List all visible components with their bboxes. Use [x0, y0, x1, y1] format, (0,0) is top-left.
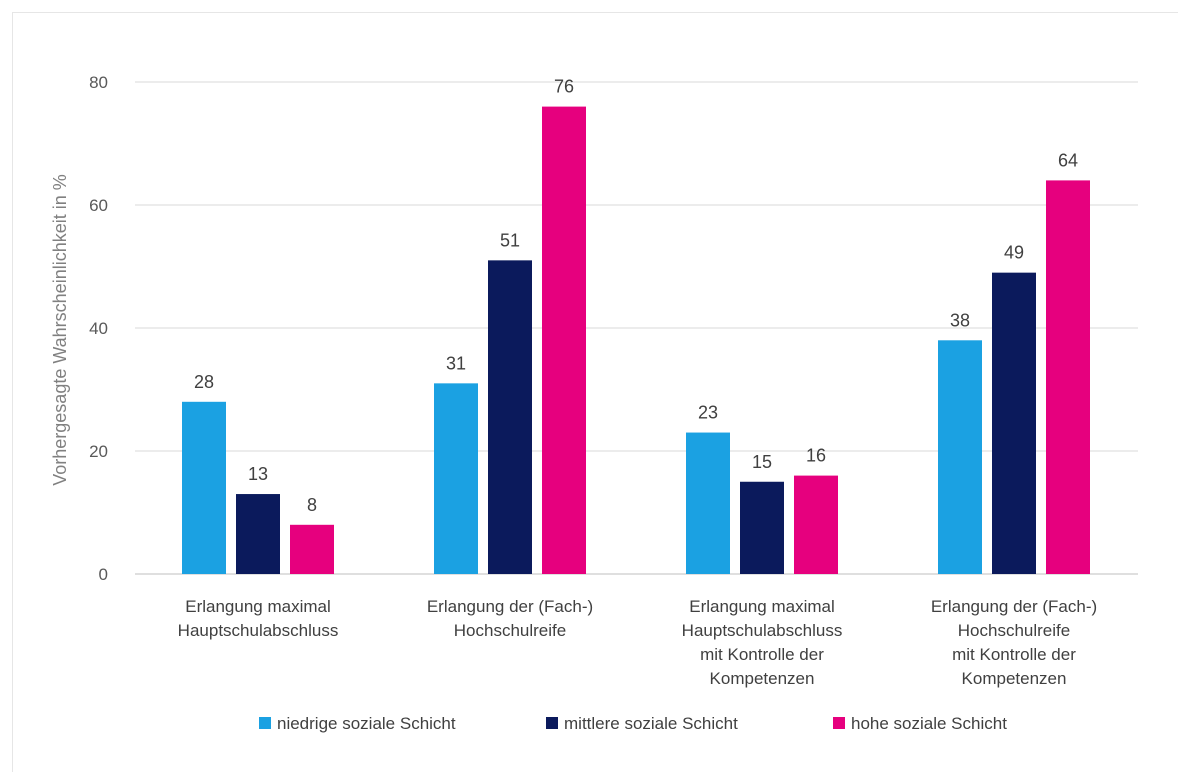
category-label-line: Kompetenzen [962, 669, 1067, 688]
y-axis-ticks: 0 20 40 60 80 [89, 73, 108, 584]
category-label: Erlangung maximal Hauptschulabschluss [178, 597, 339, 640]
category-label-line: Hauptschulabschluss [682, 621, 843, 640]
data-label: 49 [1004, 243, 1024, 263]
category-label-line: Hochschulreife [958, 621, 1070, 640]
category-label-line: Kompetenzen [710, 669, 815, 688]
data-label: 15 [752, 452, 772, 472]
data-labels: 28 31 23 38 13 51 15 49 8 76 16 64 [194, 77, 1078, 515]
data-label: 64 [1058, 150, 1078, 170]
x-axis-categories: Erlangung maximal HauptschulabschlussErla… [178, 597, 1097, 688]
data-label: 31 [446, 353, 466, 373]
bar [434, 383, 478, 574]
legend-label: niedrige soziale Schicht [277, 714, 456, 733]
bar [794, 475, 838, 574]
data-label: 28 [194, 372, 214, 392]
bar [992, 272, 1036, 574]
bar [488, 260, 532, 574]
data-label: 8 [307, 495, 317, 515]
bar [740, 481, 784, 574]
chart-frame [12, 12, 1178, 772]
data-label: 23 [698, 403, 718, 423]
legend-swatch [833, 717, 845, 729]
data-label: 76 [554, 77, 574, 97]
legend-label: hohe soziale Schicht [851, 714, 1007, 733]
data-label: 16 [806, 446, 826, 466]
y-tick-label: 0 [99, 565, 108, 584]
bar [938, 340, 982, 574]
y-tick-label: 80 [89, 73, 108, 92]
category-label-line: Hauptschulabschluss [178, 621, 339, 640]
legend: niedrige soziale Schicht mittlere soziale… [259, 714, 1007, 733]
y-tick-label: 20 [89, 442, 108, 461]
bar [236, 494, 280, 574]
bar [1046, 180, 1090, 574]
bars [182, 106, 1090, 574]
legend-swatch [259, 717, 271, 729]
category-label-line: Erlangung maximal [185, 597, 331, 616]
y-axis-title: Vorhergesagte Wahrscheinlichkeit in % [50, 174, 70, 486]
bar [182, 401, 226, 574]
category-label-line: Erlangung maximal [689, 597, 835, 616]
category-label-line: mit Kontrolle der [952, 645, 1076, 664]
category-label: Erlangung der (Fach-) Hochschulreife mit K… [931, 597, 1097, 688]
legend-label: mittlere soziale Schicht [564, 714, 738, 733]
y-tick-label: 60 [89, 196, 108, 215]
category-label-line: Erlangung der (Fach-) [931, 597, 1097, 616]
bar [290, 524, 334, 574]
y-tick-label: 40 [89, 319, 108, 338]
category-label-line: mit Kontrolle der [700, 645, 824, 664]
data-label: 51 [500, 230, 520, 250]
bar [686, 432, 730, 574]
gridlines [135, 81, 1138, 575]
category-label: Erlangung maximal Hauptschulabschluss mit … [682, 597, 843, 688]
legend-swatch [546, 717, 558, 729]
data-label: 13 [248, 464, 268, 484]
data-label: 38 [950, 310, 970, 330]
category-label-line: Hochschulreife [454, 621, 566, 640]
category-label-line: Erlangung der (Fach-) [427, 597, 593, 616]
bar [542, 106, 586, 574]
category-label: Erlangung der (Fach-) Hochschulreife [427, 597, 593, 640]
